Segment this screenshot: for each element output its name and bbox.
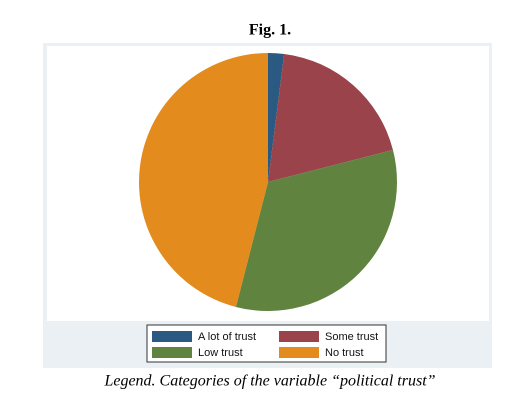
legend-label: No trust (325, 347, 364, 359)
legend-label: Some trust (325, 331, 378, 343)
caption: Legend. Categories of the variable “poli… (103, 373, 435, 390)
legend-label: Low trust (198, 347, 243, 359)
legend-swatch (152, 347, 192, 358)
chart-title: Fig. 1. (249, 22, 291, 39)
legend-swatch (152, 331, 192, 342)
legend-label: A lot of trust (198, 331, 256, 343)
legend-swatch (279, 347, 319, 358)
pie-slice (235, 149, 398, 312)
legend-swatch (279, 331, 319, 342)
pie-slice (138, 53, 268, 307)
pie-slice (268, 54, 393, 182)
pie-slice (268, 53, 285, 182)
